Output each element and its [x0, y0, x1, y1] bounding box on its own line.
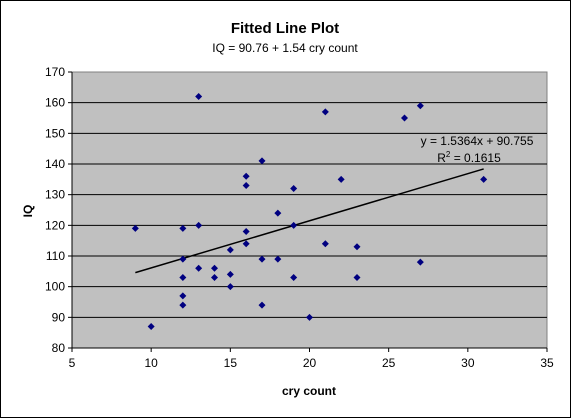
- data-point: [290, 273, 298, 281]
- y-tick-label: 110: [46, 249, 65, 263]
- data-point: [258, 255, 266, 263]
- data-point: [211, 264, 218, 272]
- data-point: [242, 227, 250, 235]
- x-tick-label: 5: [69, 356, 76, 370]
- data-point: [321, 240, 329, 248]
- tick-labels: 80 90 100 110 120 130 140 150 160 170 5 10 15 20 25 30 3…: [45, 65, 554, 370]
- data-point: [258, 301, 266, 309]
- chart-subtitle: IQ = 90.76 + 1.54 cry count: [212, 41, 358, 55]
- x-tick-label: 25: [382, 356, 396, 370]
- data-point: [353, 243, 361, 251]
- data-point: [274, 209, 282, 217]
- data-point: [290, 221, 298, 229]
- data-point: [353, 273, 361, 281]
- y-tick-label: 170: [45, 65, 65, 79]
- x-tick-label: 15: [224, 356, 238, 370]
- data-point: [337, 175, 345, 183]
- data-point: [416, 258, 424, 266]
- chart-title: Fitted Line Plot: [231, 20, 339, 37]
- r-squared-superscript: 2: [446, 150, 451, 159]
- y-axis-label: IQ: [21, 205, 35, 218]
- trendline: [135, 168, 484, 274]
- data-point: [195, 264, 203, 272]
- x-tick-label: 35: [540, 356, 554, 370]
- data-point: [179, 255, 187, 263]
- y-tick-label: 80: [52, 341, 66, 355]
- y-tick-label: 100: [45, 280, 65, 294]
- gridlines: [68, 71, 548, 352]
- y-tick-label: 90: [52, 310, 66, 324]
- y-tick-label: 140: [45, 157, 65, 171]
- trendline-group: [135, 168, 484, 274]
- data-point: [480, 175, 488, 183]
- data-point: [131, 224, 139, 232]
- y-tick-label: 160: [45, 96, 65, 110]
- data-point: [401, 114, 408, 122]
- y-tick-label: 150: [45, 126, 65, 140]
- x-tick-label: 30: [461, 356, 475, 370]
- trendline-equation-label: y = 1.5364x + 90.755: [421, 134, 534, 148]
- x-tick-label: 10: [144, 356, 158, 370]
- data-point: [179, 301, 187, 309]
- r-squared-value: = 0.1615: [450, 151, 501, 165]
- data-point: [274, 255, 282, 263]
- data-point: [226, 283, 234, 291]
- data-point: [258, 157, 266, 165]
- data-point: [211, 273, 218, 281]
- r-squared-label: R2 = 0.1615: [437, 150, 501, 165]
- x-tick-label: 20: [303, 356, 317, 370]
- data-point: [416, 102, 424, 110]
- y-tick-label: 130: [45, 188, 65, 202]
- data-point: [195, 221, 203, 229]
- data-point: [242, 181, 250, 189]
- data-point: [195, 93, 203, 101]
- data-point: [290, 185, 298, 193]
- y-tick-label: 120: [45, 218, 65, 232]
- data-point: [226, 246, 234, 254]
- data-point: [321, 108, 329, 116]
- data-point: [306, 313, 313, 321]
- data-points: [131, 93, 488, 331]
- x-axis-label: cry count: [282, 384, 336, 398]
- data-point: [147, 323, 155, 331]
- data-point: [179, 273, 187, 281]
- r-squared-prefix: R: [437, 151, 446, 165]
- data-point: [179, 224, 187, 232]
- data-point: [242, 172, 250, 180]
- data-point: [226, 270, 234, 278]
- data-point: [242, 240, 250, 248]
- data-point: [179, 292, 187, 300]
- plot-area: [71, 71, 548, 349]
